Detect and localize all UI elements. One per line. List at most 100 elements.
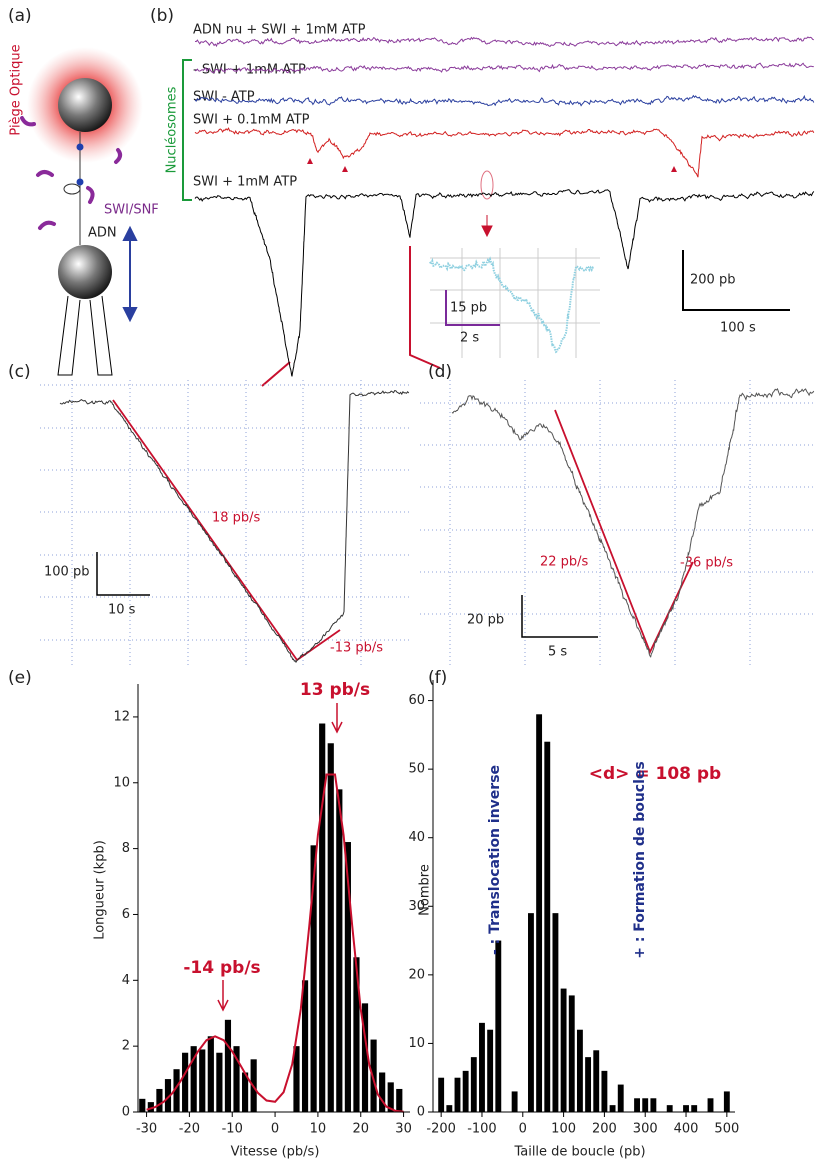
bar	[396, 1088, 403, 1112]
bar	[593, 1050, 600, 1112]
y-tick-label: 10	[113, 775, 130, 790]
annotation: -14 pb/s	[183, 958, 260, 978]
x-tick-label: 30	[395, 1122, 412, 1137]
bar	[446, 1105, 453, 1112]
bar	[487, 1029, 494, 1112]
bar	[173, 1069, 180, 1112]
rate-label: -13 pb/s	[330, 641, 383, 656]
bar	[336, 789, 343, 1112]
x-tick-label: 0	[519, 1122, 527, 1137]
y-tick-label: 40	[408, 830, 425, 845]
y-axis-title: Nombre	[418, 864, 433, 916]
bar	[576, 1029, 583, 1112]
highlight	[480, 170, 494, 200]
bar	[585, 1057, 592, 1112]
bar	[293, 1046, 300, 1112]
x-tick-label: 10	[310, 1122, 327, 1137]
group-label: Nucléosomes	[165, 86, 180, 173]
rate-label: 18 pb/s	[212, 511, 261, 526]
bar	[462, 1070, 469, 1112]
trace	[194, 36, 814, 48]
y-tick-label: 4	[122, 973, 130, 988]
trace	[429, 256, 595, 354]
annotation: + : Formation de boucles	[632, 761, 648, 959]
fit-line	[554, 409, 694, 655]
annotation: - : Translocation inverse	[487, 765, 503, 955]
trap-label: Piège Optique	[9, 44, 24, 135]
axes	[137, 684, 410, 1113]
bar	[479, 1022, 485, 1112]
bar	[344, 842, 351, 1112]
bar	[536, 714, 543, 1112]
arrow	[122, 225, 138, 323]
pipette	[57, 295, 113, 376]
bar	[370, 1039, 377, 1112]
bar	[601, 1070, 608, 1112]
x-tick-label: 0	[271, 1122, 279, 1137]
y-tick-label: 10	[408, 1036, 425, 1051]
panel-label: (e)	[8, 668, 32, 688]
x-tick-label: -20	[179, 1122, 200, 1137]
y-tick-label: 0	[122, 1105, 130, 1120]
zoom-lines	[261, 246, 441, 387]
axes	[432, 680, 735, 1113]
panel-label: (d)	[428, 362, 452, 382]
bar	[233, 1046, 240, 1112]
bar	[511, 1091, 518, 1112]
bar	[319, 723, 326, 1112]
panel-label: (a)	[8, 6, 32, 26]
trace-label: ADN nu + SWI + 1mM ATP	[193, 23, 366, 38]
protein	[76, 143, 84, 151]
bar	[164, 1079, 172, 1112]
y-axis-title: Longueur (kpb)	[93, 840, 108, 940]
bar	[617, 1084, 624, 1112]
bar	[310, 845, 317, 1112]
x-axis-title: Vitesse (pb/s)	[231, 1145, 320, 1160]
bar	[552, 913, 559, 1112]
bar	[387, 1082, 394, 1112]
fit-line	[112, 399, 341, 662]
bar	[707, 1098, 714, 1112]
bar	[361, 1003, 369, 1112]
bar	[301, 980, 309, 1112]
enzyme-label: SWI/SNF	[104, 203, 159, 218]
y-tick-label: 60	[408, 693, 425, 708]
arrow	[481, 215, 493, 238]
bar	[691, 1105, 698, 1112]
bar	[216, 1052, 223, 1112]
bar	[666, 1105, 673, 1112]
y-tick-label: 30	[408, 899, 425, 914]
inset-scale-label: 2 s	[460, 331, 479, 346]
scale-label: 200 pb	[690, 273, 735, 288]
bar	[528, 913, 534, 1112]
x-tick-label: -100	[467, 1122, 497, 1137]
bar	[454, 1077, 461, 1112]
markers	[307, 158, 677, 172]
panel-label: (c)	[8, 362, 31, 382]
panel-label: (f)	[428, 668, 447, 688]
bar	[438, 1077, 445, 1112]
bar	[568, 995, 575, 1112]
bar	[495, 940, 502, 1112]
annotation: <d> = 108 pb	[589, 764, 721, 784]
bar	[723, 1091, 730, 1112]
y-tick-label: 2	[122, 1039, 130, 1054]
loop	[63, 183, 81, 195]
x-tick-label: 400	[674, 1122, 699, 1137]
bar	[224, 1019, 232, 1112]
bar	[650, 1098, 657, 1112]
bar	[147, 1102, 154, 1112]
grid	[40, 380, 815, 668]
bar	[156, 1088, 163, 1112]
scale-label: 100 s	[720, 321, 756, 336]
scale-bar	[682, 250, 790, 311]
arrow	[331, 703, 343, 734]
bar	[683, 1105, 689, 1112]
bar	[560, 988, 567, 1112]
bracket	[182, 59, 192, 201]
scale-label: 10 s	[108, 603, 136, 618]
bar	[544, 741, 551, 1112]
inset-scale	[445, 290, 500, 326]
bar	[327, 743, 334, 1112]
